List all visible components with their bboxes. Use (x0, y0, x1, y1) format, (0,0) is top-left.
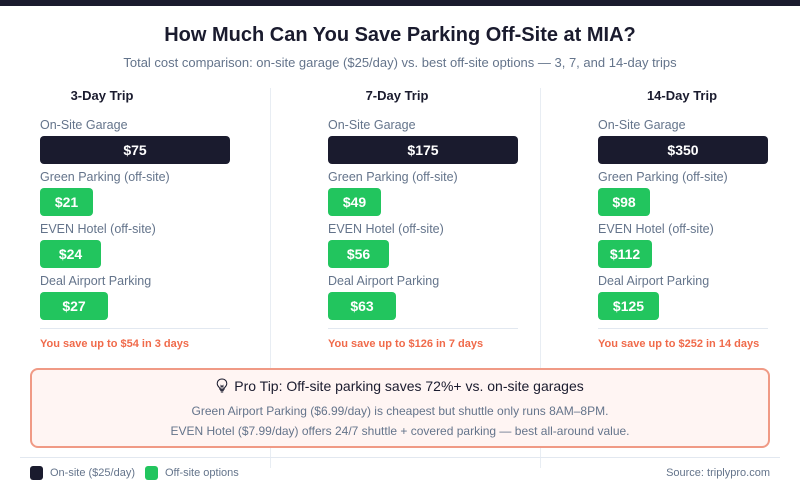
row-label: Deal Airport Parking (40, 274, 152, 288)
savings-note: You save up to $252 in 14 days (598, 338, 760, 350)
bar-offsite: $27 (40, 292, 108, 320)
pro-tip-line-2: EVEN Hotel ($7.99/day) offers 24/7 shutt… (170, 424, 630, 438)
panel-separator (328, 328, 518, 329)
legend-item-offsite: Off-site options (144, 466, 239, 480)
trip-panel-2: 7-Day Trip On-Site Garage $175 Green Parkin… (0, 88, 800, 358)
row-label: Green Parking (off-site) (328, 170, 458, 184)
bar-value-label: $56 (346, 246, 371, 262)
row-label: EVEN Hotel (off-site) (328, 222, 444, 236)
pro-tip-line-1: Green Airport Parking ($6.99/day) is che… (191, 404, 609, 418)
legend-swatch-onsite (30, 466, 43, 480)
savings-note: You save up to $54 in 3 days (40, 338, 189, 350)
panel-divider (270, 88, 271, 468)
legend-label-offsite: Off-site options (164, 467, 239, 479)
panel-separator (598, 328, 768, 329)
pro-tip-heading-text: Pro Tip: Off-site parking saves 72%+ vs.… (234, 378, 584, 394)
bar-value-label: $49 (342, 194, 367, 210)
row-label: On-Site Garage (598, 118, 686, 132)
chart-subtitle: Total cost comparison: on-site garage ($… (123, 55, 677, 70)
bar-value-label: $98 (612, 194, 636, 210)
row-label: Deal Airport Parking (598, 274, 710, 288)
bar-onsite: $350 (598, 136, 768, 164)
bar-value-label: $350 (667, 142, 699, 158)
bar-offsite: $125 (598, 292, 659, 320)
bar-offsite: $98 (598, 188, 650, 216)
row-label: On-Site Garage (40, 118, 128, 132)
row-label: EVEN Hotel (off-site) (598, 222, 714, 236)
legend-label-onsite: On-site ($25/day) (50, 467, 135, 479)
row-label: Green Parking (off-site) (598, 170, 728, 184)
bar-value-label: $21 (54, 194, 79, 210)
bar-offsite: $112 (598, 240, 652, 268)
bar-offsite: $24 (40, 240, 101, 268)
footer-divider (20, 457, 780, 458)
row-label: On-Site Garage (328, 118, 416, 132)
top-accent-bar (0, 0, 800, 6)
bar-onsite: $175 (328, 136, 518, 164)
panel-separator (40, 328, 230, 329)
bar-value-label: $75 (123, 142, 147, 158)
panel-title: 3-Day Trip (70, 88, 134, 103)
bar-offsite: $49 (328, 188, 381, 216)
bar-value-label: $24 (58, 246, 83, 262)
bar-offsite: $63 (328, 292, 396, 320)
bar-offsite: $21 (40, 188, 93, 216)
lightbulb-icon (216, 378, 228, 396)
bar-value-label: $175 (407, 142, 439, 158)
row-label: EVEN Hotel (off-site) (40, 222, 156, 236)
panel-title: 14-Day Trip (646, 88, 718, 103)
bar-value-label: $112 (609, 246, 641, 262)
legend-swatch-offsite (144, 466, 158, 480)
bar-onsite: $75 (40, 136, 230, 164)
legend: On-site ($25/day) Off-site options (30, 466, 249, 480)
bar-value-label: $125 (612, 298, 645, 314)
panel-divider (540, 88, 541, 468)
legend-item-onsite: On-site ($25/day) (30, 466, 135, 480)
bar-value-label: $63 (350, 298, 374, 314)
trip-panel-3: 14-Day Trip On-Site Garage $350 Green Parki… (0, 88, 800, 358)
pro-tip-box: Pro Tip: Off-site parking saves 72%+ vs.… (30, 368, 770, 448)
source-credit: Source: triplypro.com (666, 467, 770, 479)
row-label: Green Parking (off-site) (40, 170, 170, 184)
bar-value-label: $27 (62, 298, 86, 314)
panel-title: 7-Day Trip (365, 88, 429, 103)
savings-note: You save up to $126 in 7 days (328, 338, 484, 350)
pro-tip-heading: Pro Tip: Off-site parking saves 72%+ vs.… (32, 378, 768, 396)
trip-panel-1: 3-Day Trip On-Site Garage $75 Green Parking… (0, 88, 800, 358)
bar-offsite: $56 (328, 240, 389, 268)
chart-title: How Much Can You Save Parking Off-Site a… (164, 24, 636, 46)
row-label: Deal Airport Parking (328, 274, 440, 288)
